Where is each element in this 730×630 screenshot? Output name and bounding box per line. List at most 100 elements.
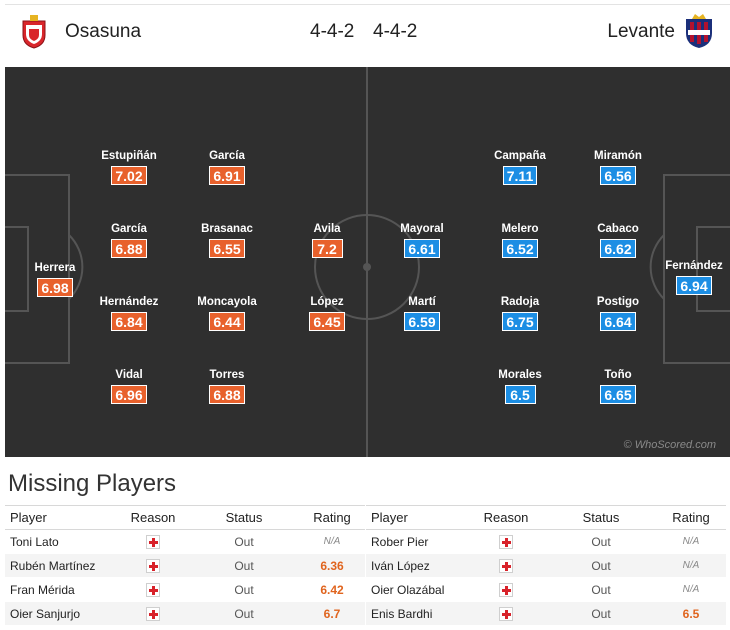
home-player[interactable]: Brasanac 6.55: [187, 222, 267, 259]
player-name[interactable]: Estupiñán: [101, 150, 157, 162]
player-name[interactable]: Morales: [498, 369, 542, 381]
reason-cell: [117, 577, 189, 602]
home-player[interactable]: Torres 6.88: [187, 368, 267, 405]
home-player[interactable]: Avila 7.2: [287, 222, 367, 259]
player-rating-badge: 6.96: [111, 385, 147, 404]
home-player[interactable]: López 6.45: [287, 295, 367, 332]
missing-player-name[interactable]: Enis Bardhi: [366, 601, 466, 626]
player-name[interactable]: Herrera: [34, 262, 76, 274]
injury-cross-icon[interactable]: [499, 582, 513, 597]
status-column-header[interactable]: Status: [189, 505, 299, 530]
missing-player-row[interactable]: Fran Mérida Out 6.42: [5, 577, 365, 602]
osasuna-crest-icon[interactable]: [21, 15, 47, 49]
missing-player-row[interactable]: Oier Sanjurjo Out 6.7: [5, 601, 365, 626]
away-player[interactable]: Postigo 6.64: [578, 295, 658, 332]
missing-player-row[interactable]: Toni Lato Out N/A: [5, 529, 365, 554]
away-player[interactable]: Campaña 7.11: [480, 149, 560, 186]
injury-cross-icon[interactable]: [146, 582, 160, 597]
injury-cross-icon[interactable]: [146, 558, 160, 573]
reason-column-header[interactable]: Reason: [466, 505, 546, 530]
missing-player-name[interactable]: Oier Sanjurjo: [5, 601, 117, 626]
away-player[interactable]: Cabaco 6.62: [578, 222, 658, 259]
status-cell: Out: [546, 577, 656, 602]
missing-player-name[interactable]: Toni Lato: [5, 529, 117, 554]
player-rating-badge: 6.61: [404, 239, 440, 258]
player-name[interactable]: Miramón: [594, 150, 642, 162]
player-rating-badge: 6.75: [502, 312, 538, 331]
player-name[interactable]: Mayoral: [400, 223, 444, 235]
away-player[interactable]: Mayoral 6.61: [382, 222, 462, 259]
player-name[interactable]: Moncayola: [197, 296, 257, 308]
home-player[interactable]: Herrera 6.98: [15, 261, 95, 298]
player-name[interactable]: Torres: [209, 369, 245, 381]
missing-player-row[interactable]: Oier Olazábal Out N/A: [366, 577, 726, 602]
away-player[interactable]: Miramón 6.56: [578, 149, 658, 186]
reason-cell: [117, 601, 189, 626]
rating-column-header[interactable]: Rating: [299, 505, 365, 530]
player-name[interactable]: Melero: [501, 223, 539, 235]
away-player[interactable]: Radoja 6.75: [480, 295, 560, 332]
home-player[interactable]: Estupiñán 7.02: [89, 149, 169, 186]
missing-player-row[interactable]: Rubén Martínez Out 6.36: [5, 553, 365, 578]
injury-cross-icon[interactable]: [499, 558, 513, 573]
player-rating-badge: 7.11: [502, 166, 538, 185]
home-player[interactable]: García 6.88: [89, 222, 169, 259]
away-player[interactable]: Melero 6.52: [480, 222, 560, 259]
reason-cell: [117, 529, 189, 554]
home-player[interactable]: Moncayola 6.44: [187, 295, 267, 332]
home-team-name[interactable]: Osasuna: [65, 21, 142, 42]
reason-cell: [466, 601, 546, 626]
injury-cross-icon[interactable]: [499, 606, 513, 621]
player-name[interactable]: Campaña: [494, 150, 546, 162]
injury-cross-icon[interactable]: [146, 606, 160, 621]
away-team-name[interactable]: Levante: [607, 21, 675, 42]
player-name[interactable]: López: [310, 296, 344, 308]
home-player[interactable]: García 6.91: [187, 149, 267, 186]
player-name[interactable]: Radoja: [500, 296, 540, 308]
reason-cell: [466, 553, 546, 578]
away-player[interactable]: Martí 6.59: [382, 295, 462, 332]
player-name[interactable]: Avila: [313, 223, 341, 235]
status-column-header[interactable]: Status: [546, 505, 656, 530]
pitch: Herrera 6.98 Estupiñán 7.02 García 6.88 Hernán…: [5, 67, 730, 457]
home-player[interactable]: Vidal 6.96: [89, 368, 169, 405]
player-name[interactable]: Postigo: [596, 296, 640, 308]
injury-cross-icon[interactable]: [146, 534, 160, 549]
player-name[interactable]: García: [111, 223, 147, 235]
status-cell: Out: [546, 529, 656, 554]
missing-player-row[interactable]: Rober Pier Out N/A: [366, 529, 726, 554]
rating-column-header[interactable]: Rating: [656, 505, 726, 530]
away-player[interactable]: Fernández 6.94: [654, 259, 730, 296]
away-missing-table: Player Reason Status Rating Rober Pier Ou…: [366, 505, 726, 626]
away-player[interactable]: Toño 6.65: [578, 368, 658, 405]
missing-player-name[interactable]: Rubén Martínez: [5, 553, 117, 578]
away-player[interactable]: Morales 6.5: [480, 368, 560, 405]
injury-cross-icon[interactable]: [499, 534, 513, 549]
status-cell: Out: [189, 553, 299, 578]
player-rating-badge: 6.45: [309, 312, 345, 331]
player-name[interactable]: Vidal: [115, 369, 143, 381]
missing-player-name[interactable]: Rober Pier: [366, 529, 466, 554]
player-column-header[interactable]: Player: [5, 505, 117, 530]
player-name[interactable]: Cabaco: [597, 223, 639, 235]
player-name[interactable]: Martí: [408, 296, 436, 308]
player-column-header[interactable]: Player: [366, 505, 466, 530]
missing-player-name[interactable]: Fran Mérida: [5, 577, 117, 602]
player-name[interactable]: Toño: [604, 369, 632, 381]
missing-player-name[interactable]: Oier Olazábal: [366, 577, 466, 602]
status-cell: Out: [189, 529, 299, 554]
player-rating-badge: 6.65: [600, 385, 636, 404]
player-rating-badge: 6.84: [111, 312, 147, 331]
status-cell: Out: [189, 601, 299, 626]
player-name[interactable]: Brasanac: [201, 223, 253, 235]
home-player[interactable]: Hernández 6.84: [89, 295, 169, 332]
missing-player-row[interactable]: Enis Bardhi Out 6.5: [366, 601, 726, 626]
missing-player-name[interactable]: Iván López: [366, 553, 466, 578]
reason-column-header[interactable]: Reason: [117, 505, 189, 530]
player-name[interactable]: García: [209, 150, 245, 162]
reason-cell: [117, 553, 189, 578]
player-name[interactable]: Hernández: [99, 296, 159, 308]
player-name[interactable]: Fernández: [665, 260, 723, 272]
missing-player-row[interactable]: Iván López Out N/A: [366, 553, 726, 578]
levante-crest-icon[interactable]: [682, 13, 716, 49]
